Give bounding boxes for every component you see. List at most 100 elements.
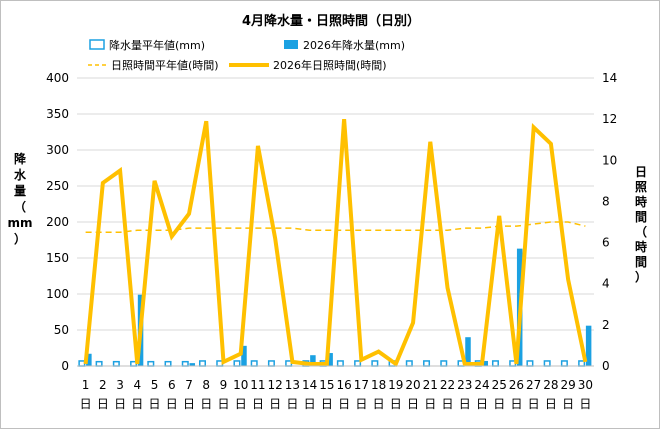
x-tick-suffix: 日 bbox=[493, 397, 505, 411]
right-axis-label-char: （ bbox=[635, 224, 647, 239]
left-axis-label: 降水量（ mm） bbox=[7, 151, 32, 246]
x-tick-label: 9 bbox=[220, 378, 228, 392]
y-left-tick-label: 250 bbox=[46, 179, 69, 193]
legend-label-normal-sunshine: 日照時間平年値(時間) bbox=[111, 58, 219, 72]
lines-layer bbox=[83, 119, 588, 368]
normal-precip-bar bbox=[147, 360, 155, 367]
precip-2026-bar bbox=[327, 353, 333, 366]
left-axis-label-char: mm bbox=[7, 216, 32, 230]
x-tick-suffix: 日 bbox=[252, 397, 264, 411]
precip-2026-bar bbox=[310, 355, 316, 366]
right-axis-label-char: 日 bbox=[635, 165, 647, 179]
y-right-tick-label: 8 bbox=[602, 194, 610, 208]
right-axis-label-char: 時 bbox=[635, 239, 647, 254]
right-axis-label-char: 照 bbox=[635, 179, 647, 194]
x-tick-label: 20 bbox=[405, 378, 420, 392]
normal-precip-bar bbox=[423, 360, 431, 367]
y-left-tick-label: 150 bbox=[46, 251, 69, 265]
normal-precip-bar bbox=[560, 360, 568, 367]
x-tick-label: 2 bbox=[99, 378, 107, 392]
x-tick-label: 14 bbox=[302, 378, 317, 392]
x-tick-label: 16 bbox=[336, 378, 351, 392]
y-left-tick-label: 50 bbox=[54, 323, 69, 337]
right-axis-label-char: ） bbox=[635, 269, 647, 284]
normal-precip-bar bbox=[267, 360, 275, 367]
chart-title: 4月降水量・日照時間（日別） bbox=[242, 13, 420, 29]
x-tick-label: 6 bbox=[168, 378, 176, 392]
x-tick-label: 23 bbox=[457, 378, 472, 392]
x-tick-suffix: 日 bbox=[579, 397, 591, 411]
x-tick-label: 18 bbox=[371, 378, 386, 392]
precip-2026-bar bbox=[482, 360, 488, 366]
normal-precip-bar bbox=[199, 360, 206, 367]
x-tick-suffix: 日 bbox=[442, 397, 454, 411]
x-tick-suffix: 日 bbox=[269, 397, 281, 411]
precip-2026-bar bbox=[189, 363, 196, 366]
x-tick-label: 8 bbox=[202, 378, 210, 392]
x-tick-label: 26 bbox=[509, 378, 524, 392]
x-tick-label: 1 bbox=[82, 378, 90, 392]
y-right-tick-label: 4 bbox=[602, 277, 610, 291]
x-tick-suffix: 日 bbox=[390, 397, 402, 411]
x-tick-label: 5 bbox=[151, 378, 159, 392]
x-tick-suffix: 日 bbox=[459, 397, 471, 411]
right-axis-label-char: 間 bbox=[635, 255, 647, 269]
x-tick-suffix: 日 bbox=[338, 397, 350, 411]
normal-precip-bar bbox=[95, 360, 103, 367]
normal-precip-bar bbox=[336, 360, 344, 367]
x-tick-suffix: 日 bbox=[407, 397, 419, 411]
x-tick-label: 25 bbox=[492, 378, 507, 392]
precip-2026-bar bbox=[465, 337, 471, 366]
y-left-tick-label: 0 bbox=[61, 359, 69, 373]
x-tick-suffix: 日 bbox=[97, 397, 109, 411]
y-left-tick-label: 200 bbox=[46, 215, 69, 229]
x-tick-label: 30 bbox=[578, 378, 593, 392]
y-right-tick-label: 14 bbox=[602, 71, 617, 85]
x-tick-suffix: 日 bbox=[149, 397, 161, 411]
normal-precip-bar bbox=[233, 360, 241, 367]
precip-2026-bar bbox=[241, 345, 247, 366]
legend-label-sunshine-2026: 2026年日照時間(時間) bbox=[273, 58, 387, 72]
normal-precip-bar bbox=[164, 360, 172, 367]
right-axis-label: 日照時間（時間） bbox=[635, 165, 647, 284]
x-tick-suffix: 日 bbox=[528, 397, 540, 411]
axes-layer: 050100150200250300350400024681012141日2日3… bbox=[46, 71, 617, 411]
x-tick-suffix: 日 bbox=[183, 397, 195, 411]
y-right-tick-label: 0 bbox=[602, 359, 610, 373]
normal-precip-bar bbox=[371, 360, 379, 367]
left-axis-label-char: （ bbox=[14, 199, 26, 214]
x-tick-suffix: 日 bbox=[166, 397, 178, 411]
precip-2026-bar bbox=[585, 325, 592, 366]
x-tick-label: 13 bbox=[285, 378, 300, 392]
x-tick-label: 28 bbox=[543, 378, 558, 392]
x-tick-label: 3 bbox=[116, 378, 124, 392]
y-left-tick-label: 350 bbox=[46, 107, 69, 121]
normal-precip-bar bbox=[112, 360, 120, 367]
normal-precip-bar bbox=[543, 360, 551, 367]
x-tick-suffix: 日 bbox=[200, 397, 212, 411]
x-tick-suffix: 日 bbox=[562, 397, 574, 411]
x-tick-suffix: 日 bbox=[286, 397, 298, 411]
x-tick-suffix: 日 bbox=[545, 397, 557, 411]
sunshine-2026-line bbox=[83, 119, 588, 368]
normal-precip-bar bbox=[526, 360, 534, 367]
normal-precip-bar bbox=[405, 360, 413, 367]
x-tick-suffix: 日 bbox=[235, 397, 247, 411]
normal-precip-bar bbox=[440, 360, 448, 367]
legend-label-normal-precip: 降水量平年値(mm) bbox=[109, 38, 205, 52]
x-tick-label: 17 bbox=[354, 378, 369, 392]
x-tick-suffix: 日 bbox=[476, 397, 488, 411]
legend-label-precip-2026: 2026年降水量(mm) bbox=[303, 38, 405, 52]
x-tick-label: 10 bbox=[233, 378, 248, 392]
y-left-tick-label: 100 bbox=[46, 287, 69, 301]
precip-2026-bar bbox=[86, 353, 92, 366]
x-tick-suffix: 日 bbox=[114, 397, 126, 411]
legend-swatch-normal-precip bbox=[89, 39, 105, 50]
x-tick-suffix: 日 bbox=[321, 397, 333, 411]
x-tick-label: 11 bbox=[250, 378, 265, 392]
x-tick-suffix: 日 bbox=[304, 397, 316, 411]
y-right-tick-label: 10 bbox=[602, 153, 617, 167]
left-axis-label-char: 水 bbox=[14, 167, 27, 182]
x-tick-label: 21 bbox=[423, 378, 438, 392]
